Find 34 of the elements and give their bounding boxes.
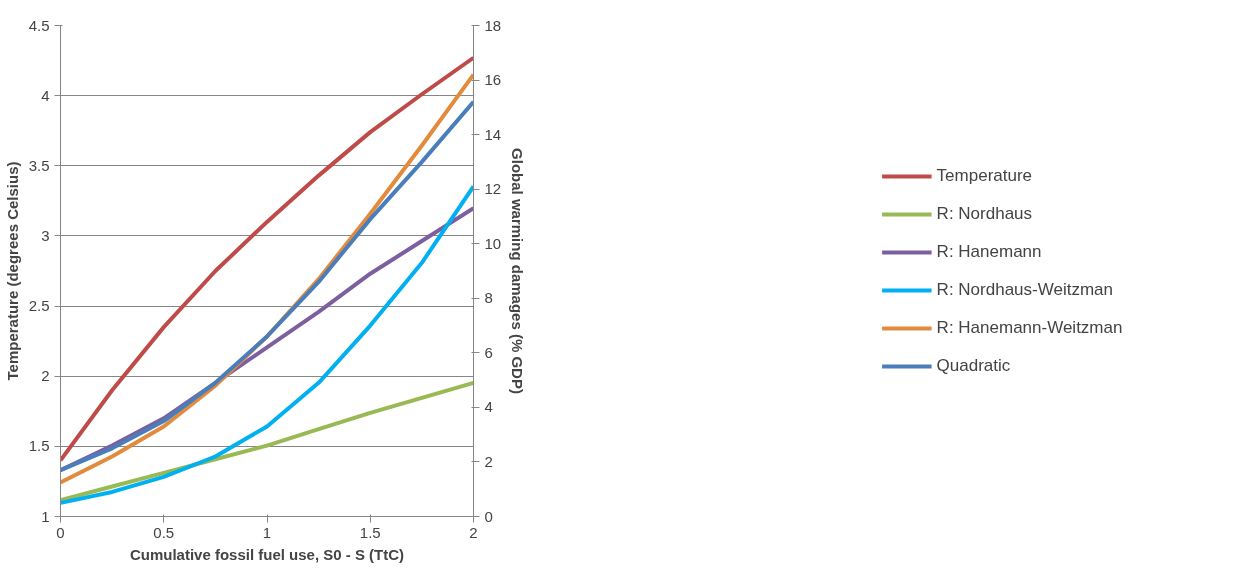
x-tick-label: 1.5 [359, 523, 381, 541]
y2-tick-label: 2 [484, 452, 493, 470]
y2-tick-label: 14 [484, 125, 502, 143]
y2-tick-label: 10 [484, 234, 502, 252]
y-axis-title: Temperature (degrees Celsius) [3, 161, 21, 381]
y2-axis-title: Global warming damages (% GDP) [509, 148, 527, 394]
legend-label: R: Hanemann [936, 241, 1042, 262]
legend-label: R: Hanemann-Weitzman [936, 317, 1123, 338]
x-axis-title: Cumulative fossil fuel use, S0 - S (TtC) [129, 545, 405, 563]
y-tick-label: 4.5 [28, 16, 50, 34]
y2-tick-label: 18 [484, 16, 502, 34]
y-tick-label: 2.5 [28, 297, 50, 315]
y-tick-label: 3 [41, 226, 50, 244]
y2-tick-label: 8 [484, 289, 493, 307]
legend-label: Temperature [936, 165, 1033, 186]
y2-tick-label: 0 [484, 507, 493, 525]
x-tick-label: 0.5 [153, 523, 175, 541]
legend-label: R: Nordhaus [936, 203, 1033, 224]
line-series [60, 184, 474, 505]
y-tick-label: 1.5 [28, 437, 50, 455]
y2-tick-label: 6 [484, 343, 493, 361]
y2-tick-label: 4 [484, 398, 493, 416]
x-tick-label: 0 [56, 523, 65, 541]
y2-tick-label: 16 [484, 71, 502, 89]
x-tick-label: 1 [262, 523, 272, 541]
legend-label: R: Nordhaus-Weitzman [936, 279, 1113, 300]
legend-label: Quadratic [936, 355, 1011, 376]
y-tick-label: 1 [41, 507, 50, 525]
y-tick-label: 2 [41, 367, 50, 385]
y-tick-label: 3.5 [28, 156, 50, 174]
x-tick-label: 2 [469, 523, 478, 541]
y2-tick-label: 12 [484, 180, 502, 198]
y-tick-label: 4 [41, 86, 50, 104]
line-series [60, 380, 474, 503]
